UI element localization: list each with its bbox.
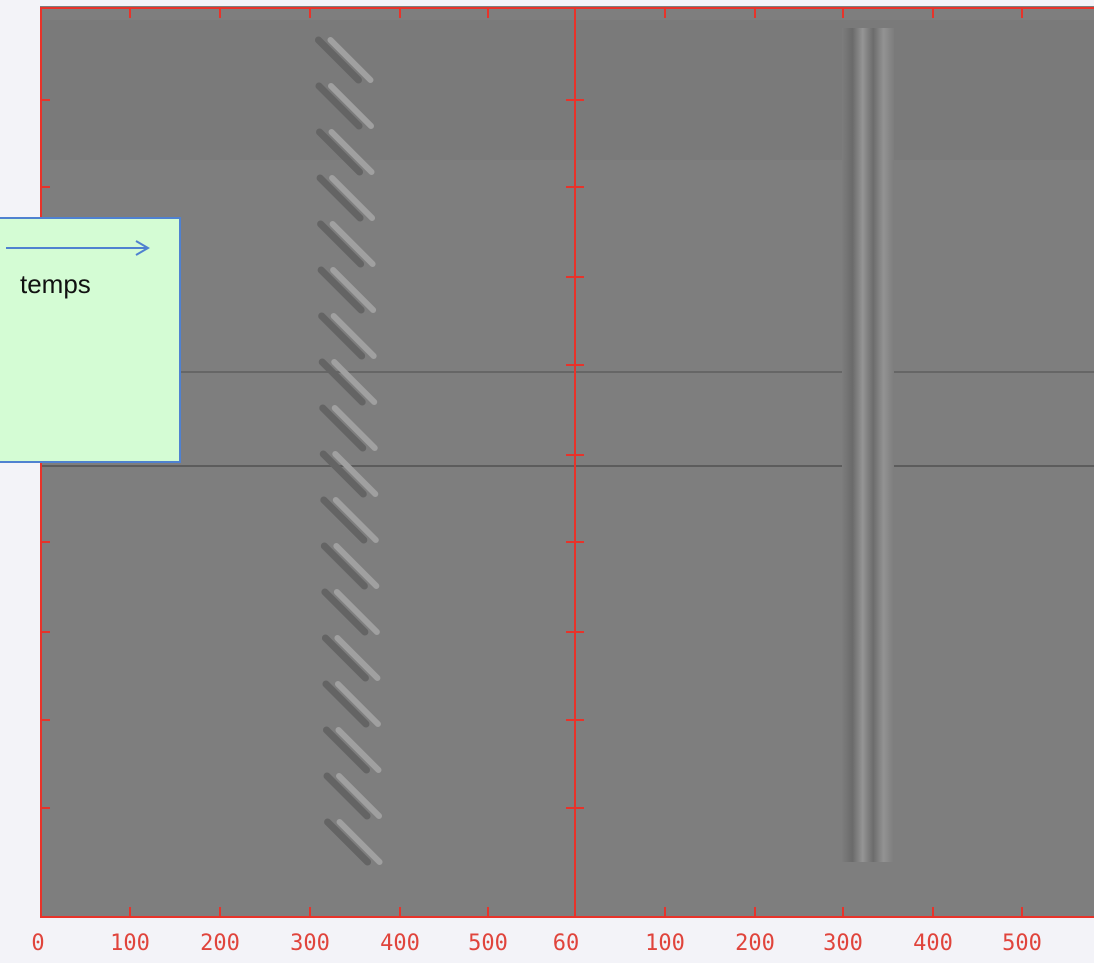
callout: temps bbox=[0, 218, 180, 462]
axis-label: 500 bbox=[1002, 931, 1042, 956]
axis-label: 0 bbox=[31, 931, 44, 956]
screenshot: 0 100 200 300 400 500 60 100 200 300 400 500 temps bbox=[0, 0, 1094, 963]
axis-label: 200 bbox=[200, 931, 240, 956]
axis-label: 200 bbox=[735, 931, 775, 956]
axis-label: 300 bbox=[290, 931, 330, 956]
axis-label: 300 bbox=[823, 931, 863, 956]
axis-label: 400 bbox=[913, 931, 953, 956]
noise-band bbox=[40, 20, 1094, 160]
axis-labels: 0 100 200 300 400 500 60 100 200 300 400 500 bbox=[31, 931, 1042, 956]
callout-label: temps bbox=[20, 269, 91, 299]
axis-label: 60 bbox=[553, 931, 580, 956]
axis-label: 400 bbox=[380, 931, 420, 956]
page: 010020030040050060100200300400500 temps … bbox=[0, 0, 1094, 963]
callout-box bbox=[0, 218, 180, 462]
image-panels bbox=[40, 6, 1094, 918]
axis-label: 100 bbox=[110, 931, 150, 956]
vertical-stripe bbox=[842, 28, 894, 862]
axis-label: 100 bbox=[645, 931, 685, 956]
axis-label: 500 bbox=[468, 931, 508, 956]
